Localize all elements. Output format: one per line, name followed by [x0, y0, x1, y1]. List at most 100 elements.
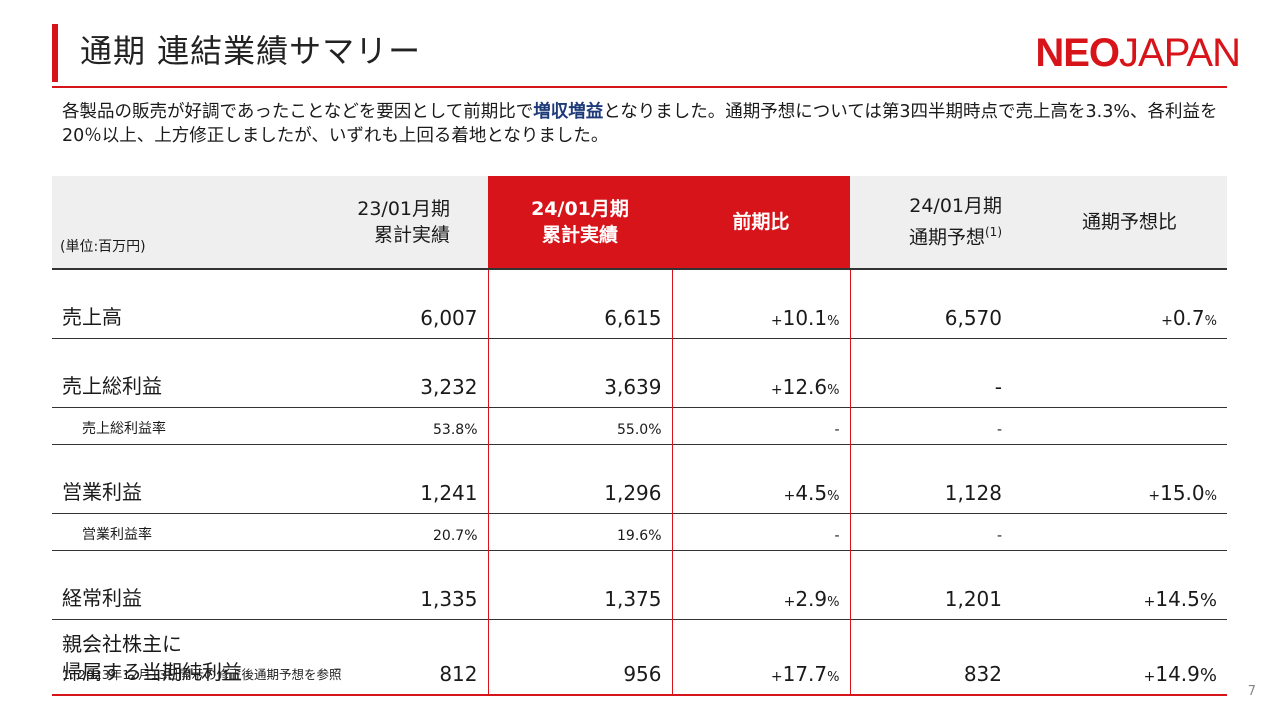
unit-label: (単位:百万円)	[52, 176, 200, 269]
cell-prev: 20.7%	[433, 528, 478, 544]
cell-prev: 6,007	[420, 306, 478, 330]
summary-before: 各製品の販売が好調であったことなどを要因として前期比で	[62, 102, 534, 122]
cell-curr: 1,375	[487, 550, 673, 620]
results-table: (単位:百万円) 23/01月期 累計実績 24/01月期 累計実績 前期比 24/…	[52, 176, 1227, 696]
plus-sign: +	[1143, 669, 1156, 685]
footnote-ref: (1)	[985, 225, 1002, 240]
plus-sign: +	[770, 382, 783, 398]
row-label: 経常利益	[62, 586, 142, 610]
plus-sign: +	[770, 313, 783, 329]
table-row: 営業利益率 20.7% 19.6% - -	[52, 513, 1227, 551]
cell-yoy: +2.9%	[672, 550, 851, 620]
cell-prev: 3,232	[420, 375, 478, 399]
neojapan-logo: NEOJAPAN	[1035, 30, 1241, 76]
yoy-value: 2.9	[795, 587, 828, 611]
cell-curr: 19.6%	[487, 513, 673, 551]
cell-prev: 1,335	[420, 587, 478, 611]
cell-prev: 1,241	[420, 481, 478, 505]
cell-forecast: 832	[963, 662, 1002, 686]
pct-sign: %	[1199, 665, 1217, 686]
page-number: 7	[1247, 684, 1256, 699]
cell-vs: +0.7%	[1032, 269, 1227, 339]
header-curr-actual: 24/01月期 累計実績	[488, 176, 672, 269]
vs-value: 15.0	[1160, 481, 1205, 505]
pct-sign: %	[827, 670, 840, 685]
cell-prev: 812	[439, 662, 478, 686]
pct-sign: %	[1199, 590, 1217, 611]
cell-forecast: 6,570	[944, 306, 1002, 330]
table-row: 親会社株主に帰属する当期純利益 812 956 +17.7% 832 +14.9…	[52, 619, 1227, 696]
row-label: 売上総利益	[62, 374, 162, 398]
cell-curr: 6,615	[487, 269, 673, 339]
summary-text: 各製品の販売が好調であったことなどを要因として前期比で増収増益となりました。通期…	[62, 100, 1222, 148]
cell-yoy: -	[672, 513, 851, 551]
header-divider	[52, 86, 1227, 88]
header-curr-line2: 累計実績	[541, 224, 618, 246]
row-label-line1: 親会社株主に	[62, 632, 182, 656]
table-header-row: (単位:百万円) 23/01月期 累計実績 24/01月期 累計実績 前期比 24/…	[52, 176, 1227, 269]
cell-forecast: -	[994, 375, 1002, 399]
cell-vs	[1032, 408, 1227, 445]
table-row: 売上高 6,007 6,615 +10.1% 6,570 +0.7%	[52, 269, 1227, 339]
cell-yoy: +17.7%	[672, 619, 851, 695]
cell-forecast: 1,201	[944, 587, 1002, 611]
table-row: 経常利益 1,335 1,375 +2.9% 1,201 +14.5%	[52, 550, 1227, 620]
cell-yoy: +4.5%	[672, 444, 851, 514]
summary-after: となりました。通期予想については第3四半期時点で売上高を3.3%、各利益を20％…	[62, 102, 1218, 146]
row-label: 営業利益率	[82, 527, 152, 543]
page-title: 通期 連結業績サマリー	[80, 32, 422, 70]
cell-vs: +14.9%	[1032, 620, 1227, 696]
row-label: 親会社株主に帰属する当期純利益	[52, 620, 242, 696]
cell-forecast: -	[996, 422, 1002, 438]
yoy-value: 17.7	[782, 662, 828, 686]
cell-yoy: -	[672, 407, 851, 445]
cell-prev: 53.8%	[433, 422, 478, 438]
plus-sign: +	[770, 669, 783, 685]
cell-curr: 956	[487, 619, 673, 695]
header-curr-line1: 24/01月期	[531, 198, 629, 220]
yoy-value: 12.6	[782, 375, 828, 399]
plus-sign: +	[1148, 488, 1161, 504]
summary-highlight: 増収増益	[533, 102, 604, 122]
plus-sign: +	[1161, 313, 1173, 329]
vs-value: 14.9	[1155, 662, 1200, 686]
pct-sign: %	[1204, 314, 1217, 329]
pct-sign: %	[827, 314, 840, 329]
header-prev-actual: 23/01月期累計実績	[200, 176, 488, 269]
row-label: 営業利益	[62, 480, 142, 504]
cell-vs	[1032, 514, 1227, 551]
cell-yoy: +10.1%	[672, 269, 851, 339]
title-accent-bar	[52, 24, 58, 82]
header-forecast-line1: 24/01月期	[909, 195, 1002, 218]
cell-vs: +15.0%	[1032, 445, 1227, 514]
pct-sign: %	[827, 595, 840, 610]
yoy-value: 10.1	[782, 306, 828, 330]
vs-value: 14.5	[1155, 587, 1200, 611]
cell-yoy: +12.6%	[672, 338, 851, 408]
plus-sign: +	[783, 594, 796, 610]
header-vs-forecast: 通期予想比	[1032, 176, 1227, 269]
table-row: 売上総利益 3,232 3,639 +12.6% -	[52, 338, 1227, 408]
header-yoy: 前期比	[672, 176, 850, 269]
pct-sign: %	[827, 383, 840, 398]
plus-sign: +	[783, 488, 796, 504]
logo-neo: NEO	[1035, 31, 1120, 75]
cell-vs: +14.5%	[1032, 551, 1227, 620]
cell-forecast: -	[996, 528, 1002, 544]
vs-value: 0.7	[1172, 306, 1205, 330]
cell-curr: 55.0%	[487, 407, 673, 445]
table-row: 売上総利益率 53.8% 55.0% - -	[52, 407, 1227, 445]
row-label: 売上総利益率	[82, 421, 166, 437]
pct-sign: %	[827, 489, 840, 504]
yoy-value: 4.5	[795, 481, 828, 505]
header-prev-line2: 累計実績	[373, 224, 450, 246]
plus-sign: +	[1143, 594, 1156, 610]
table-row: 営業利益 1,241 1,296 +4.5% 1,128 +15.0%	[52, 444, 1227, 514]
cell-vs	[1032, 339, 1227, 408]
row-label: 売上高	[62, 305, 122, 329]
header-prev-line1: 23/01月期	[357, 198, 450, 220]
cell-curr: 3,639	[487, 338, 673, 408]
row-label-line2: 帰属する当期純利益	[62, 660, 242, 684]
header-forecast: 24/01月期 通期予想(1)	[850, 176, 1032, 269]
cell-forecast: 1,128	[944, 481, 1002, 505]
